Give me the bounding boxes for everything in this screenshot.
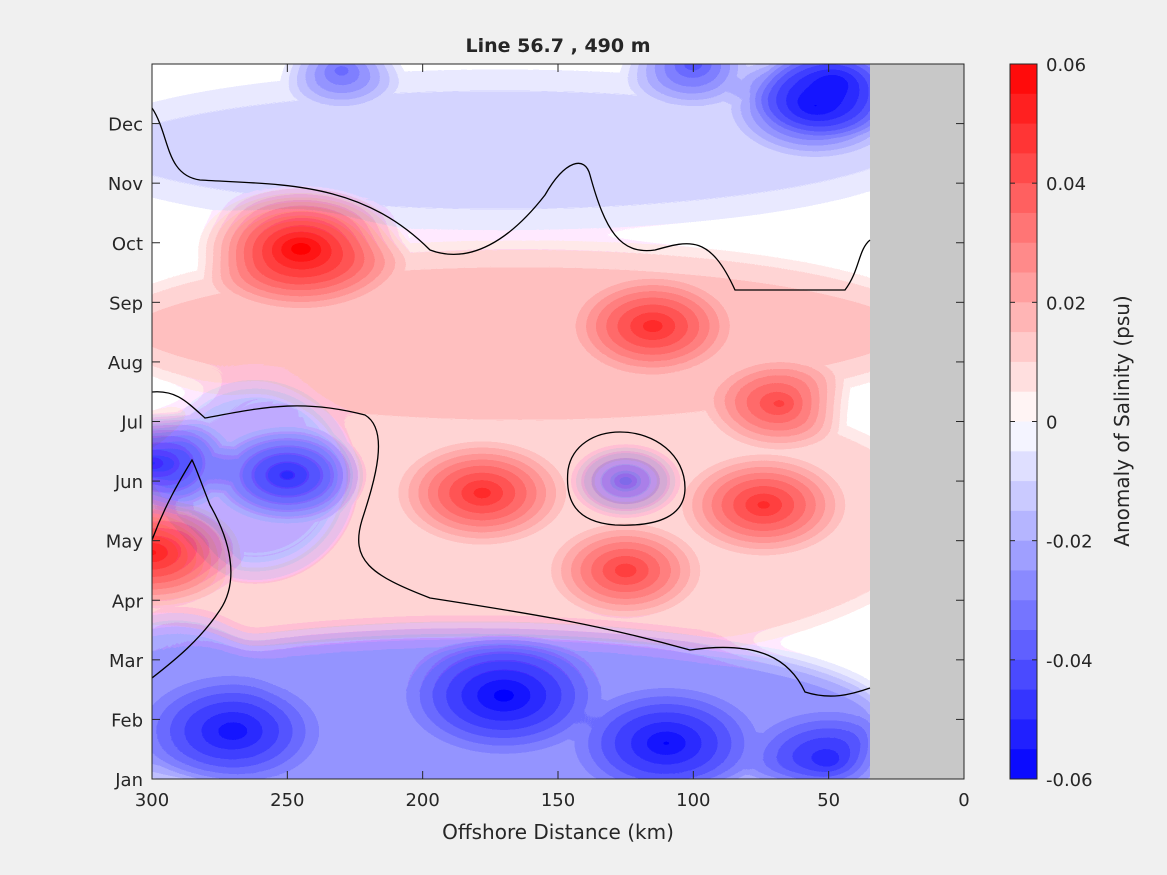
negative-anomaly-core	[742, 707, 870, 779]
colorbar-level	[1010, 272, 1037, 303]
no-data-region	[870, 64, 964, 779]
colorbar-level	[1010, 600, 1037, 631]
positive-anomaly-core	[704, 356, 855, 452]
positive-anomaly-core	[395, 439, 569, 547]
x-tick-label: 150	[541, 790, 575, 811]
colorbar-tick-label: -0.04	[1046, 651, 1093, 672]
positive-anomaly-core	[548, 521, 704, 620]
x-axis-ticks: 300 250 200 150 100 50 0	[135, 64, 970, 811]
colorbar-level	[1010, 212, 1037, 244]
y-tick-label: Sep	[109, 293, 143, 314]
colorbar-level	[1010, 391, 1037, 422]
y-tick-label: Jun	[114, 472, 143, 493]
positive-anomaly-core	[152, 496, 245, 609]
x-tick-label: 50	[817, 790, 840, 811]
y-tick-label: Jan	[114, 770, 143, 791]
colorbar-tick-label: 0	[1046, 413, 1057, 434]
colorbar-ticks: 0.06 0.04 0.02 0 -0.02 -0.04 -0.06	[1010, 55, 1093, 791]
y-tick-label: Oct	[112, 234, 143, 255]
zero-contours	[152, 107, 871, 697]
x-tick-label: 0	[958, 790, 969, 811]
y-axis-ticks: Jan Feb Mar Apr May Jun Jul Aug Sep Oct Nov Dec	[106, 115, 964, 791]
y-tick-label: Jul	[120, 413, 143, 434]
colorbar-level	[1010, 64, 1037, 95]
zero-contour-eddy	[566, 431, 686, 526]
colorbar-level	[1010, 630, 1037, 661]
colorbar-tick-label: -0.06	[1046, 770, 1093, 791]
x-tick-label: 300	[135, 790, 169, 811]
positive-anomaly-core	[679, 452, 849, 558]
colorbar-level	[1010, 659, 1037, 691]
chart-title: Line 56.7 , 490 m	[465, 35, 650, 57]
colorbar-label: Anomaly of Salinity (psu)	[1110, 295, 1134, 546]
y-tick-label: Nov	[108, 174, 143, 195]
negative-anomaly-core	[206, 424, 369, 526]
colorbar-level	[1010, 570, 1037, 601]
negative-anomaly-core	[618, 64, 769, 112]
negative-anomaly-core	[152, 409, 239, 517]
positive-anomaly-core	[190, 183, 411, 314]
y-tick-label: Feb	[111, 710, 143, 731]
x-tick-label: 200	[405, 790, 439, 811]
colorbar-level	[1010, 93, 1037, 125]
colorbar-level	[1010, 540, 1037, 571]
x-tick-label: 250	[270, 790, 304, 811]
salinity-anomaly-field	[152, 64, 870, 779]
colorbar-level	[1010, 153, 1037, 184]
negative-anomaly-core	[152, 675, 326, 779]
x-tick-label: 100	[676, 790, 710, 811]
colorbar	[1010, 64, 1037, 780]
colorbar-level	[1010, 451, 1037, 482]
colorbar-level	[1010, 123, 1037, 154]
colorbar-level	[1010, 689, 1037, 720]
negative-anomaly-core	[567, 684, 765, 779]
y-tick-label: Mar	[109, 651, 144, 672]
colorbar-tick-label: 0.04	[1046, 174, 1086, 195]
colorbar-tick-label: 0.02	[1046, 293, 1086, 314]
colorbar-level	[1010, 332, 1037, 363]
y-tick-label: May	[106, 532, 144, 553]
positive-anomaly-core	[566, 272, 740, 380]
colorbar-level	[1010, 719, 1037, 750]
colorbar-tick-label: -0.02	[1046, 532, 1093, 553]
zero-contour-summer	[152, 391, 871, 697]
colorbar-tick-label: 0.06	[1046, 55, 1086, 76]
colorbar-level	[1010, 183, 1037, 214]
x-axis-label: Offshore Distance (km)	[442, 820, 674, 844]
colorbar-level	[1010, 302, 1037, 333]
colorbar-level	[1010, 361, 1037, 393]
negative-anomaly-core	[399, 633, 609, 758]
y-tick-label: Aug	[108, 353, 143, 374]
negative-anomaly-core	[568, 442, 684, 520]
colorbar-level	[1010, 481, 1037, 512]
colorbar-level	[1010, 510, 1037, 542]
colorbar-level	[1010, 242, 1037, 274]
negative-anomaly-core	[278, 64, 405, 112]
zero-contour-spring	[152, 458, 232, 679]
colorbar-level	[1010, 749, 1037, 780]
zero-contour-autumn	[152, 107, 871, 291]
negative-anomaly-core	[741, 64, 870, 139]
y-tick-label: Dec	[108, 115, 143, 136]
y-tick-label: Apr	[112, 591, 144, 612]
colorbar-level	[1010, 421, 1037, 452]
